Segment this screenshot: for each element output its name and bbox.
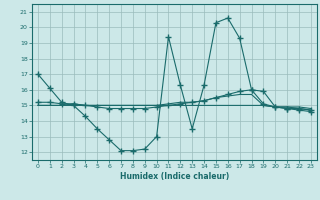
X-axis label: Humidex (Indice chaleur): Humidex (Indice chaleur) [120, 172, 229, 181]
